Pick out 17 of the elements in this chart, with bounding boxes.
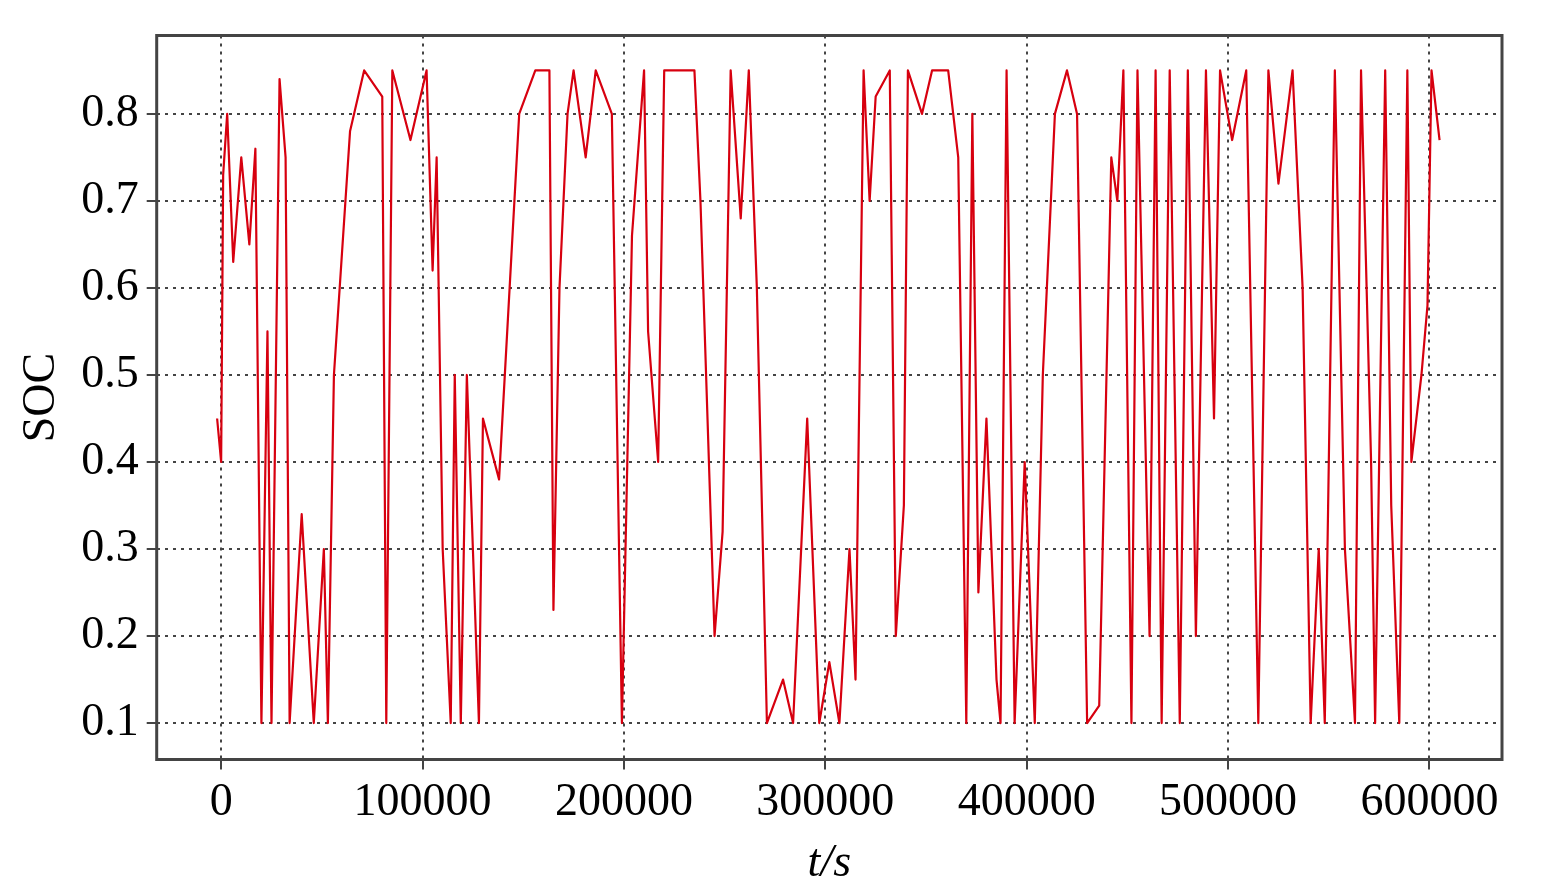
y-tick-label: 0.4 — [81, 433, 139, 485]
y-tick-label: 0.2 — [81, 607, 139, 659]
x-axis-title: t/s — [807, 835, 852, 887]
y-tick-label: 0.5 — [81, 346, 139, 398]
y-axis-title: SOC — [12, 352, 64, 443]
x-tick-label: 200000 — [554, 774, 693, 826]
x-tick-label: 600000 — [1360, 774, 1499, 826]
x-tick-label: 0 — [209, 774, 233, 826]
y-tick-label: 0.7 — [81, 172, 139, 224]
y-tick-label: 0.8 — [81, 85, 139, 136]
y-tick-label: 0.1 — [81, 694, 139, 746]
y-tick-label: 0.6 — [81, 259, 139, 311]
x-tick-label: 500000 — [1159, 774, 1298, 826]
x-tick-label: 400000 — [957, 774, 1096, 826]
x-tick-label: 100000 — [353, 774, 492, 826]
y-tick-label: 0.3 — [81, 520, 139, 572]
x-tick-label: 300000 — [756, 774, 895, 826]
